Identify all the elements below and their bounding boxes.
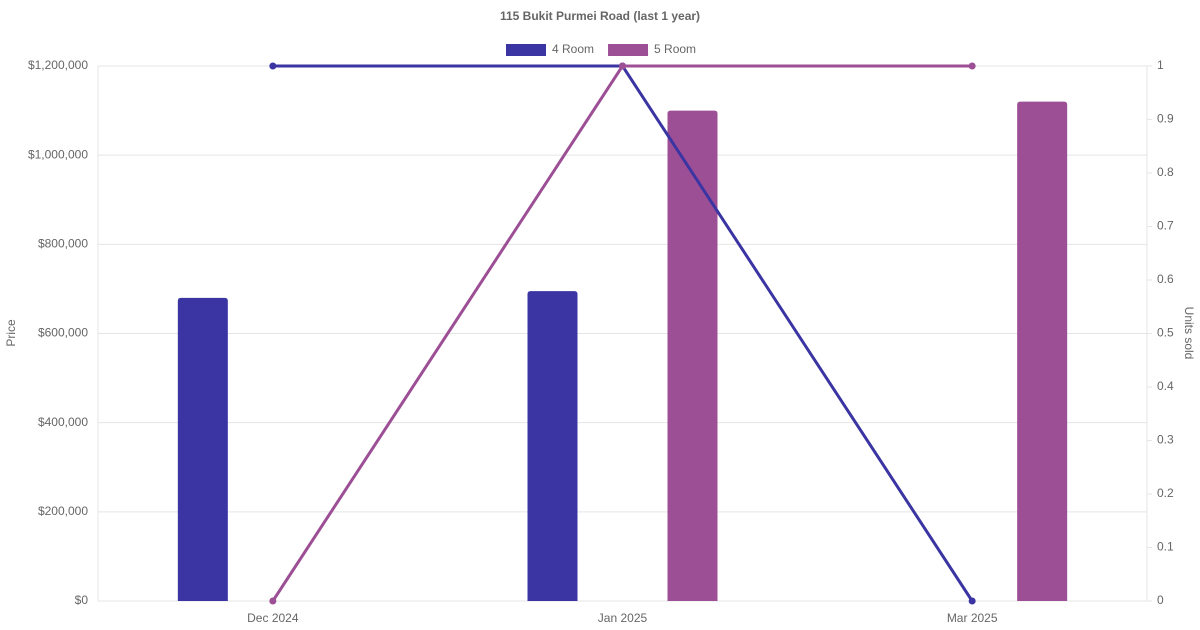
bar: [177, 297, 228, 601]
units-point: [619, 62, 626, 70]
units-point: [968, 62, 976, 70]
y-axis-title: Price: [4, 319, 18, 347]
x-tick-label: Jan 2025: [598, 611, 648, 625]
y2-tick-label: 0.4: [1157, 379, 1174, 393]
y-tick-label: $0: [75, 593, 89, 607]
y2-tick-label: 0.9: [1157, 112, 1174, 126]
y2-tick-label: 0.1: [1157, 540, 1174, 554]
units-point: [269, 597, 277, 605]
legend-label: 5 Room: [654, 42, 696, 56]
bar: [667, 110, 718, 601]
legend-label: 4 Room: [552, 42, 594, 56]
y-tick-label: $800,000: [38, 237, 88, 251]
y2-axis-title: Units sold: [1182, 307, 1196, 360]
bar: [527, 291, 578, 601]
y2-tick-label: 0.8: [1157, 165, 1174, 179]
bar: [1017, 101, 1068, 602]
y2-tick-label: 0.2: [1157, 486, 1174, 500]
y2-tick-label: 0.5: [1157, 326, 1174, 340]
x-tick-label: Dec 2024: [247, 611, 299, 625]
y2-tick-label: 0: [1157, 593, 1164, 607]
y2-tick-label: 0.3: [1157, 433, 1174, 447]
units-point: [968, 597, 976, 605]
legend-swatch: [506, 44, 546, 56]
y-tick-label: $400,000: [38, 415, 88, 429]
y-tick-label: $1,000,000: [28, 147, 88, 161]
y-tick-label: $200,000: [38, 504, 88, 518]
y2-tick-label: 0.7: [1157, 219, 1174, 233]
chart-title: 115 Bukit Purmei Road (last 1 year): [500, 9, 700, 23]
units-point: [269, 62, 277, 70]
y-tick-label: $600,000: [38, 326, 88, 340]
y-tick-label: $1,200,000: [28, 58, 88, 72]
y2-tick-label: 0.6: [1157, 272, 1174, 286]
x-tick-label: Mar 2025: [947, 611, 998, 625]
y2-tick-label: 1: [1157, 58, 1164, 72]
legend-swatch: [608, 44, 649, 56]
